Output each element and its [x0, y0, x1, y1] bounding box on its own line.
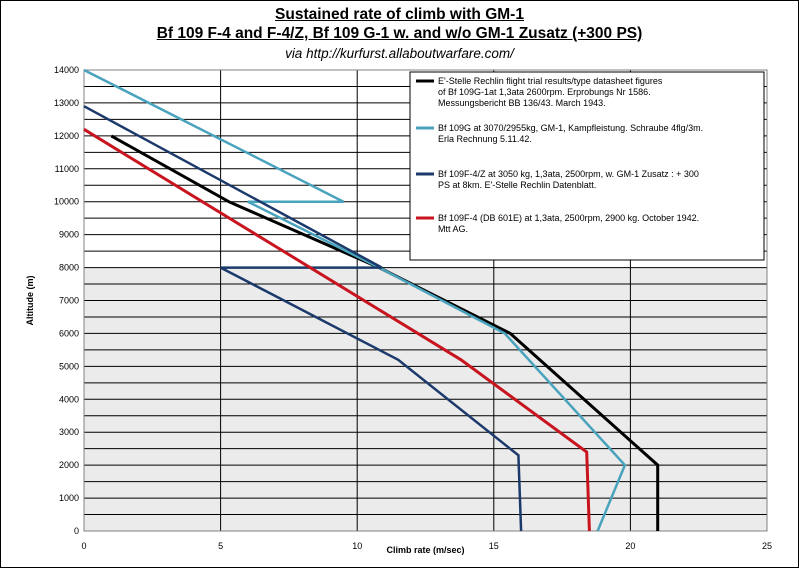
y-tick-label: 7000	[59, 296, 79, 306]
legend-entry-label: E'-Stelle Rechlin flight trial results/t…	[438, 76, 663, 108]
y-tick-label: 5000	[59, 361, 79, 371]
legend-entry-label: Bf 109F-4/Z at 3050 kg, 1,3ata, 2500rpm,…	[438, 169, 699, 190]
y-tick-label: 0	[74, 526, 79, 536]
y-tick-label: 8000	[59, 263, 79, 273]
x-axis-ticks: 0 5 10 15 20 25	[81, 541, 772, 551]
legend-entry-label: Bf 109G at 3070/2955kg, GM-1, Kampfleist…	[438, 123, 703, 144]
x-tick-label: 5	[218, 541, 223, 551]
plot-area-border	[83, 69, 768, 532]
y-tick-label: 12000	[54, 131, 79, 141]
chart-source: via http://kurfurst.allaboutwarfare.com/	[285, 46, 514, 61]
series-line-4	[83, 128, 591, 532]
x-tick-label: 0	[81, 541, 86, 551]
chart-subtitle: Bf 109 F-4 and F-4/Z, Bf 109 G-1 w. and …	[156, 25, 643, 42]
y-tick-label: 6000	[59, 328, 79, 338]
x-tick-label: 25	[762, 541, 772, 551]
y-tick-label: 10000	[54, 197, 79, 207]
chart-title: Sustained rate of climb with GM-1	[275, 6, 524, 23]
y-tick-label: 14000	[54, 65, 79, 75]
y-tick-label: 13000	[54, 98, 79, 108]
y-tick-label: 1000	[59, 493, 79, 503]
series-lines	[83, 68, 660, 532]
y-tick-label: 2000	[59, 460, 79, 470]
legend: E'-Stelle Rechlin flight trial results/t…	[409, 71, 765, 261]
y-tick-label: 4000	[59, 394, 79, 404]
legend-entry-label: Bf 109F-4 (DB 601E) at 1,3ata, 2500rpm, …	[438, 213, 699, 234]
x-tick-label: 10	[352, 541, 362, 551]
series-line-1	[110, 134, 660, 531]
y-axis-label: Altitude (m)	[25, 276, 35, 326]
y-tick-label: 11000	[55, 164, 79, 174]
series-line-3	[83, 105, 523, 532]
legend-box	[409, 71, 765, 261]
y-tick-label: 9000	[59, 230, 79, 240]
x-tick-label: 15	[489, 541, 499, 551]
x-tick-label: 20	[625, 541, 635, 551]
x-axis-label: Climb rate (m/sec)	[386, 545, 464, 555]
y-axis-ticks: 0 1000 2000 3000 4000 5000 6000 7000 8000 9000 100…	[54, 65, 79, 536]
y-tick-label: 3000	[59, 427, 79, 437]
